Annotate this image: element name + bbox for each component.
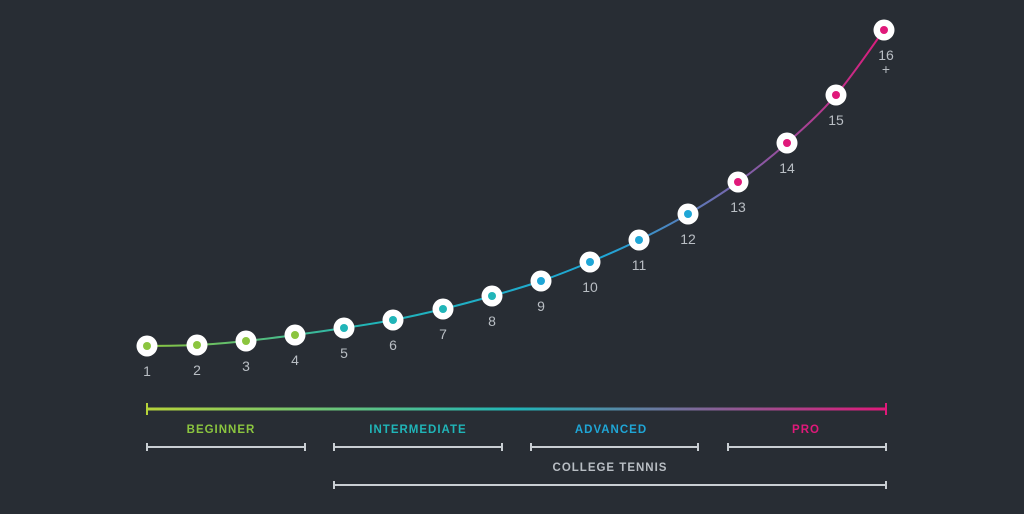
level-node-dot <box>340 324 348 332</box>
level-node-dot <box>143 342 151 350</box>
level-node-dot <box>291 331 299 339</box>
level-label: 3 <box>242 358 250 374</box>
level-label: 4 <box>291 352 299 368</box>
level-node-4: 4 <box>284 324 306 368</box>
band-label-beginner: BEGINNER <box>187 424 256 436</box>
level-node-dot <box>439 305 447 313</box>
level-label: 7 <box>439 326 447 342</box>
level-node-dot <box>880 26 888 34</box>
band-bracket-intermediate <box>333 443 503 451</box>
level-label: 5 <box>340 345 348 361</box>
level-node-dot <box>586 258 594 266</box>
level-label: 14 <box>779 160 795 176</box>
band-label-pro: PRO <box>792 424 820 436</box>
skill-scale-bar <box>146 403 887 415</box>
level-node-dot <box>832 91 840 99</box>
level-node-10: 10 <box>579 251 601 295</box>
level-node-dot <box>193 341 201 349</box>
level-node-dot <box>537 277 545 285</box>
level-label: 10 <box>582 279 598 295</box>
level-node-11: 11 <box>628 229 650 273</box>
level-node-1: 1 <box>136 335 158 379</box>
band-bracket-college-tennis <box>333 481 887 489</box>
level-label: 6 <box>389 337 397 353</box>
level-node-3: 3 <box>235 330 257 374</box>
level-node-14: 14 <box>776 132 798 176</box>
level-node-dot <box>488 292 496 300</box>
band-label-college-tennis: COLLEGE TENNIS <box>553 462 668 474</box>
level-node-7: 7 <box>432 298 454 342</box>
band-bracket-beginner <box>146 443 306 451</box>
band-label-advanced: ADVANCED <box>575 424 647 436</box>
level-node-6: 6 <box>382 309 404 353</box>
band-bracket-pro <box>727 443 887 451</box>
level-label-suffix: + <box>882 61 890 77</box>
level-node-dot <box>684 210 692 218</box>
level-label: 15 <box>828 112 844 128</box>
level-label: 9 <box>537 298 545 314</box>
level-node-9: 9 <box>530 270 552 314</box>
level-label: 2 <box>193 362 201 378</box>
level-node-13: 13 <box>727 171 749 215</box>
level-label: 1 <box>143 363 151 379</box>
level-node-dot <box>635 236 643 244</box>
level-node-5: 5 <box>333 317 355 361</box>
level-node-15: 15 <box>825 84 847 128</box>
level-node-dot <box>734 178 742 186</box>
level-label: 16 <box>878 47 894 63</box>
level-label: 13 <box>730 199 746 215</box>
level-node-dot <box>783 139 791 147</box>
level-node-2: 2 <box>186 334 208 378</box>
progression-curve <box>146 29 885 347</box>
level-node-dot <box>242 337 250 345</box>
level-label: 12 <box>680 231 696 247</box>
level-node-dot <box>389 316 397 324</box>
band-bracket-advanced <box>530 443 699 451</box>
level-node-16: 16+ <box>873 19 895 77</box>
level-label: 8 <box>488 313 496 329</box>
level-label: 11 <box>632 257 647 273</box>
level-node-8: 8 <box>481 285 503 329</box>
level-node-12: 12 <box>677 203 699 247</box>
band-label-intermediate: INTERMEDIATE <box>369 424 466 436</box>
